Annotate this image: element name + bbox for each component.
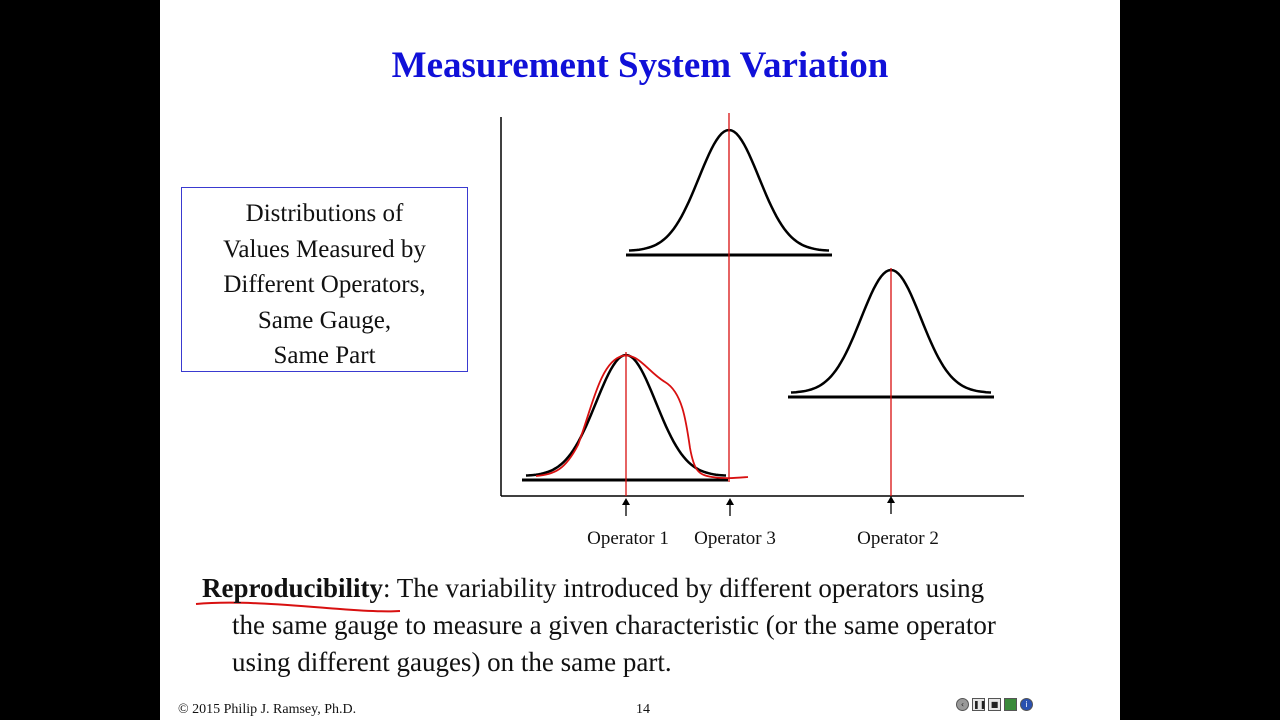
caption-line: Same Gauge, bbox=[257, 306, 392, 334]
footer-copyright: © 2015 Philip J. Ramsey, Ph.D. bbox=[178, 702, 357, 717]
definition-text: Reproducibility: The variability introdu… bbox=[202, 570, 1102, 681]
definition-line-1: : The variability introduced by differen… bbox=[383, 573, 985, 603]
caption-line: Values Measured by bbox=[223, 235, 426, 263]
pause-icon[interactable]: ❚❚ bbox=[972, 698, 987, 711]
stop-icon[interactable]: ■ bbox=[988, 698, 1001, 711]
caption-line: Same Part bbox=[273, 342, 376, 369]
annotation-underline bbox=[195, 601, 401, 613]
definition-line-2: the same gauge to measure a given charac… bbox=[232, 610, 996, 640]
player-controls: ‹ ❚❚ ■ i bbox=[956, 698, 1033, 711]
info-icon[interactable]: i bbox=[1020, 698, 1033, 711]
operator-label: Operator 3 bbox=[694, 528, 776, 549]
caption-box: Distributions of Values Measured by Diff… bbox=[181, 187, 468, 372]
definition-term: Reproducibility bbox=[202, 573, 384, 603]
arrow-operator-1 bbox=[622, 498, 630, 516]
arrow-operator-2 bbox=[887, 496, 895, 514]
distribution-diagram: Operator 1 Operator 3 Operator 2 bbox=[195, 113, 1024, 613]
operator-label: Operator 1 bbox=[587, 528, 669, 549]
bar-icon[interactable] bbox=[1004, 698, 1017, 711]
definition-line-3: using different gauges) on the same part… bbox=[232, 647, 672, 677]
caption-line: Different Operators, bbox=[223, 271, 426, 298]
slide: Measurement System Variation Distributio… bbox=[160, 0, 1120, 720]
caption-line: Distributions of bbox=[245, 200, 404, 227]
arrow-operator-3 bbox=[726, 498, 734, 516]
page-number: 14 bbox=[636, 702, 650, 717]
annotation-curve bbox=[535, 354, 749, 480]
slide-title: Measurement System Variation bbox=[391, 45, 889, 86]
back-icon[interactable]: ‹ bbox=[956, 698, 969, 711]
operator-label: Operator 2 bbox=[857, 528, 939, 549]
